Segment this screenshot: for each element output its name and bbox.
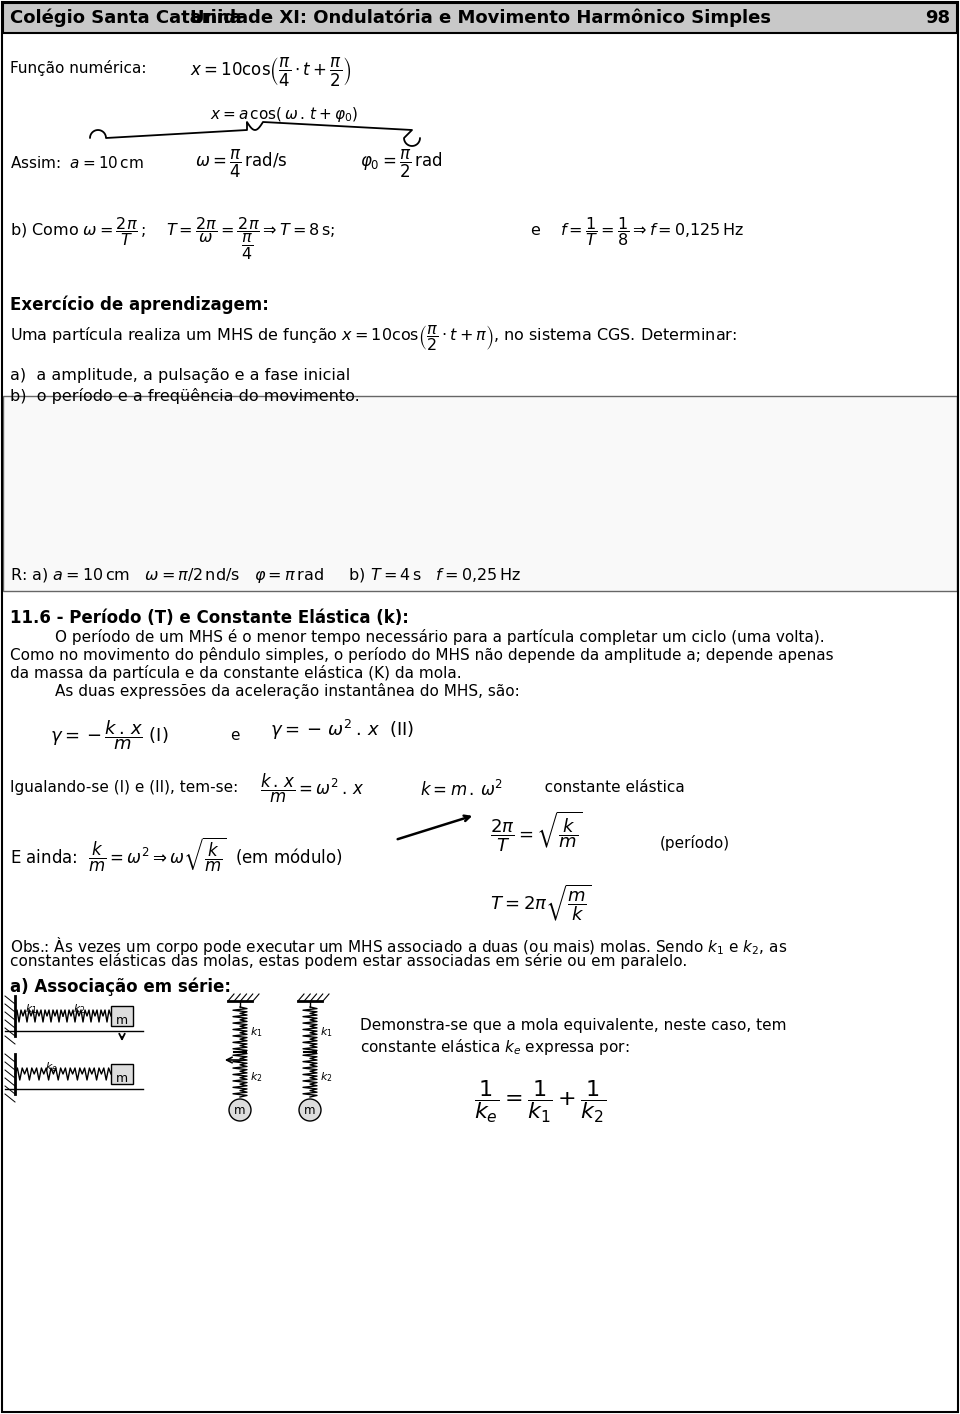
Text: Assim:  $a = 10\,\mathrm{cm}$: Assim: $a = 10\,\mathrm{cm}$ xyxy=(10,156,144,171)
Text: constantes elásticas das molas, estas podem estar associadas em série ou em para: constantes elásticas das molas, estas po… xyxy=(10,953,687,969)
Text: m: m xyxy=(304,1103,316,1117)
Text: $\dfrac{2\pi}{T} = \sqrt{\dfrac{k}{m}}$: $\dfrac{2\pi}{T} = \sqrt{\dfrac{k}{m}}$ xyxy=(490,810,583,854)
Text: b) Como $\omega = \dfrac{2\pi}{T}\,$;    $T = \dfrac{2\pi}{\omega} = \dfrac{2\pi: b) Como $\omega = \dfrac{2\pi}{T}\,$; $T… xyxy=(10,215,335,262)
Text: Como no movimento do pêndulo simples, o período do MHS não depende da amplitude : Como no movimento do pêndulo simples, o … xyxy=(10,648,833,663)
Text: e: e xyxy=(230,728,239,742)
Text: O período de um MHS é o menor tempo necessário para a partícula completar um cic: O período de um MHS é o menor tempo nece… xyxy=(55,629,825,645)
FancyBboxPatch shape xyxy=(111,1005,133,1027)
Text: Demonstra-se que a mola equivalente, neste caso, tem: Demonstra-se que a mola equivalente, nes… xyxy=(360,1018,786,1034)
FancyBboxPatch shape xyxy=(111,1063,133,1085)
Text: a)  a amplitude, a pulsação e a fase inicial: a) a amplitude, a pulsação e a fase inic… xyxy=(10,368,350,383)
Circle shape xyxy=(229,1099,251,1121)
Text: Obs.: Às vezes um corpo pode executar um MHS associado a duas (ou mais) molas. S: Obs.: Às vezes um corpo pode executar um… xyxy=(10,935,787,957)
Text: $k_2$: $k_2$ xyxy=(320,1070,332,1083)
Text: $\dfrac{k\,.\,x}{m} = \omega^2\,.\,x$: $\dfrac{k\,.\,x}{m} = \omega^2\,.\,x$ xyxy=(260,772,365,805)
Text: $k_1$: $k_1$ xyxy=(320,1025,333,1039)
Text: $k = m\,.\,\omega^2$: $k = m\,.\,\omega^2$ xyxy=(420,781,503,800)
Text: $\dfrac{1}{k_e} = \dfrac{1}{k_1} + \dfrac{1}{k_2}$: $\dfrac{1}{k_e} = \dfrac{1}{k_1} + \dfra… xyxy=(474,1077,606,1124)
Text: Colégio Santa Catarina: Colégio Santa Catarina xyxy=(10,8,242,27)
Text: Exercício de aprendizagem:: Exercício de aprendizagem: xyxy=(10,296,269,314)
Text: E ainda:  $\dfrac{k}{m} = \omega^2 \Rightarrow \omega\sqrt{\dfrac{k}{m}}$  (em m: E ainda: $\dfrac{k}{m} = \omega^2 \Right… xyxy=(10,836,343,874)
Text: R: a) $a = 10\,\mathrm{cm}$   $\omega = \pi/2\,\mathrm{nd/s}$   $\varphi = \pi\,: R: a) $a = 10\,\mathrm{cm}$ $\omega = \p… xyxy=(10,566,521,585)
Text: Uma partícula realiza um MHS de função $x = 10\cos\!\left(\dfrac{\pi}{2}\cdot t+: Uma partícula realiza um MHS de função $… xyxy=(10,322,737,354)
FancyBboxPatch shape xyxy=(3,396,957,591)
Text: constante elástica: constante elástica xyxy=(530,781,684,795)
Text: a) Associação em série:: a) Associação em série: xyxy=(10,978,231,997)
Text: 98: 98 xyxy=(924,8,950,27)
Text: e    $f = \dfrac{1}{T} = \dfrac{1}{8}\Rightarrow f = 0{,}125\,\mathrm{Hz}$: e $f = \dfrac{1}{T} = \dfrac{1}{8}\Right… xyxy=(530,215,744,247)
Text: $x = 10\cos\!\left(\dfrac{\pi}{4}\cdot t+\dfrac{\pi}{2}\right)$: $x = 10\cos\!\left(\dfrac{\pi}{4}\cdot t… xyxy=(190,55,351,88)
Text: da massa da partícula e da constante elástica (K) da mola.: da massa da partícula e da constante elá… xyxy=(10,665,462,682)
Text: $\gamma = -\dfrac{k\,.\,x}{m}$ (I): $\gamma = -\dfrac{k\,.\,x}{m}$ (I) xyxy=(50,718,169,752)
Text: As duas expressões da aceleração instantânea do MHS, são:: As duas expressões da aceleração instant… xyxy=(55,683,519,699)
Text: $\omega = \dfrac{\pi}{4}\,\mathrm{rad/s}$: $\omega = \dfrac{\pi}{4}\,\mathrm{rad/s}… xyxy=(195,148,288,180)
Text: m: m xyxy=(234,1103,246,1117)
Text: $k_1$: $k_1$ xyxy=(250,1025,263,1039)
Text: $k_2$: $k_2$ xyxy=(73,1003,85,1015)
FancyBboxPatch shape xyxy=(3,3,957,33)
Text: $k_1$: $k_1$ xyxy=(25,1003,37,1015)
Text: 11.6 - Período (T) e Constante Elástica (k):: 11.6 - Período (T) e Constante Elástica … xyxy=(10,609,409,626)
Text: constante elástica $k_e$ expressa por:: constante elástica $k_e$ expressa por: xyxy=(360,1036,630,1058)
Text: m: m xyxy=(116,1014,128,1027)
Text: Função numérica:: Função numérica: xyxy=(10,59,147,76)
Circle shape xyxy=(299,1099,321,1121)
Text: Igualando-se (I) e (II), tem-se:: Igualando-se (I) e (II), tem-se: xyxy=(10,781,238,795)
Text: m: m xyxy=(116,1072,128,1085)
Text: Unidade XI: Ondulatória e Movimento Harmônico Simples: Unidade XI: Ondulatória e Movimento Harm… xyxy=(189,8,771,27)
Text: $k_e$: $k_e$ xyxy=(45,1060,58,1073)
Text: $T = 2\pi\sqrt{\dfrac{m}{k}}$: $T = 2\pi\sqrt{\dfrac{m}{k}}$ xyxy=(490,882,591,923)
Text: (período): (período) xyxy=(660,836,731,851)
Text: $\varphi_0 = \dfrac{\pi}{2}\,\mathrm{rad}$: $\varphi_0 = \dfrac{\pi}{2}\,\mathrm{rad… xyxy=(360,148,443,180)
Text: $x = a\,\cos\!\left(\,\omega\,.\,t+\varphi_0\right)$: $x = a\,\cos\!\left(\,\omega\,.\,t+\varp… xyxy=(210,105,358,124)
Text: $k_2$: $k_2$ xyxy=(250,1070,263,1083)
Text: b)  o período e a freqüência do movimento.: b) o período e a freqüência do movimento… xyxy=(10,387,360,404)
Text: $\gamma = -\,\omega^2\,.\,x$  (II): $\gamma = -\,\omega^2\,.\,x$ (II) xyxy=(270,718,415,742)
